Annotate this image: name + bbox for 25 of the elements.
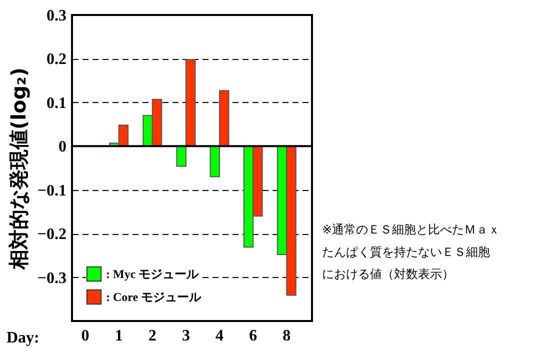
y-tick-label: 0.3: [46, 8, 66, 24]
text: ※通常のＥＳ細胞と比べたＭａｘ: [322, 222, 500, 236]
x-tick-label: 1: [114, 328, 123, 344]
y-tick-label: −0.2: [37, 226, 66, 244]
x-tick-label: 3: [182, 328, 190, 344]
bar: [176, 146, 186, 167]
y-tick-label: 0: [58, 138, 66, 156]
bar: [219, 90, 230, 147]
y-tick-label: 0.2: [46, 51, 66, 68]
x-tick-label: 8: [282, 328, 291, 344]
y-tick-label: 0.1: [46, 94, 66, 112]
bar: [185, 59, 196, 147]
x-tick-label: 0: [81, 328, 90, 344]
text: たんぱく質を持たないＥＳ細胞: [322, 244, 490, 259]
bar: [210, 146, 220, 178]
y-tick-label: −0.3: [37, 270, 66, 287]
x-tick-label: 6: [249, 328, 258, 344]
legend-label: : Core モジュール: [106, 290, 202, 304]
text: における値（対数表示）: [322, 267, 454, 282]
x-tick-label: 4: [216, 328, 224, 344]
x-axis-title: Day:: [6, 330, 40, 346]
y-tick-label: −0.1: [37, 182, 66, 200]
x-tick-label: 2: [148, 328, 156, 344]
y-axis-title: 相対的な発現値(log₂): [6, 68, 30, 270]
legend-label: : Myc モジュール: [106, 267, 200, 281]
